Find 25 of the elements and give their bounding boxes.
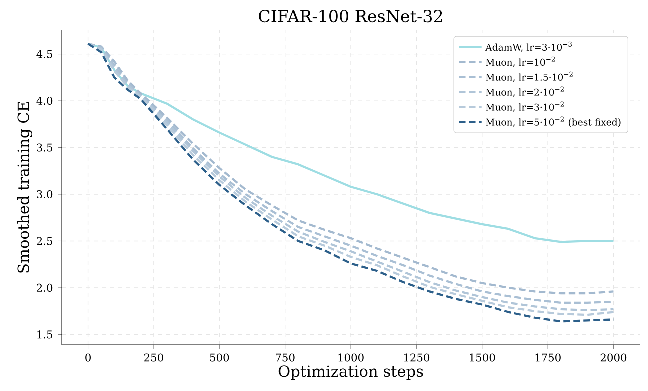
x-tick-label: 1250 <box>404 354 430 362</box>
x-axis-title: Optimization steps <box>278 366 424 380</box>
x-tick-label: 750 <box>276 354 295 362</box>
legend-label: Muon, lr=2·10$^{−2}$ <box>486 86 564 98</box>
y-tick-label: 4.0 <box>36 96 53 106</box>
y-tick-label: 1.5 <box>38 330 52 339</box>
y-tick-label: 4.5 <box>36 50 52 58</box>
y-tick-label: 2.5 <box>37 237 52 246</box>
x-tick-label: 250 <box>144 354 164 362</box>
legend-label: Muon, lr=5·10$^{−2}$ (best fixed) <box>486 116 621 128</box>
x-tick-label: 1750 <box>536 354 561 362</box>
y-tick-label: 3.5 <box>37 144 52 152</box>
legend-label: AdamW, lr=3·10$^{−3}$ <box>486 42 572 52</box>
y-tick-label: 2.0 <box>37 284 53 292</box>
x-tick-label: 0 <box>86 354 91 362</box>
legend-label: Muon, lr=1.5·10$^{−2}$ <box>486 72 573 82</box>
x-tick-label: 2000 <box>600 354 627 362</box>
x-tick-label: 1500 <box>470 354 496 362</box>
x-tick-label: 500 <box>210 354 230 362</box>
x-tick-label: 1000 <box>338 354 364 362</box>
chart-title: CIFAR-100 ResNet-32 <box>259 10 442 23</box>
legend-label: Muon, lr=10$^{−2}$ <box>486 56 556 68</box>
y-axis-title: Smoothed training CE <box>17 102 33 273</box>
y-tick-label: 3.0 <box>37 190 53 199</box>
legend-label: Muon, lr=3·10$^{−2}$ <box>486 102 564 112</box>
